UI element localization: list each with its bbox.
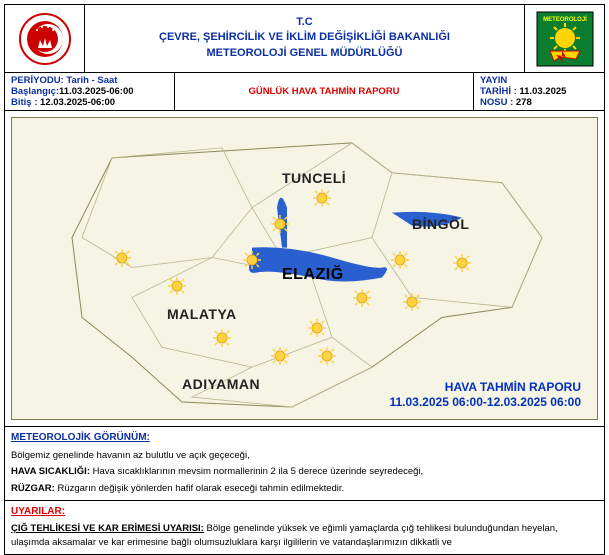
- report-title: GÜNLÜK HAVA TAHMİN RAPORU: [175, 73, 474, 110]
- sun-icon: [390, 250, 410, 270]
- province-label: TUNCELİ: [282, 170, 346, 186]
- province-label: ADIYAMAN: [182, 376, 260, 392]
- sun-icon: [452, 253, 472, 273]
- sun-icon: [352, 288, 372, 308]
- yayin-label: YAYIN: [480, 75, 598, 86]
- header-row: T.C ÇEVRE, ŞEHİRCİLİK VE İKLİM DEĞİŞİKLİ…: [5, 5, 604, 73]
- period-label: PERİYODU: Tarih - Saat: [11, 75, 168, 86]
- yayin-tarih: TARİHİ : 11.03.2025: [480, 86, 598, 97]
- sun-icon: [402, 292, 422, 312]
- logo-left-cell: [5, 5, 85, 72]
- header-line2: ÇEVRE, ŞEHİRCİLİK VE İKLİM DEĞİŞİKLİĞİ B…: [85, 30, 524, 45]
- map-area: TUNCELİ BİNGÖL ELAZIĞ MALATYA ADIYAMAN HAVA …: [5, 111, 604, 427]
- gorunum-title: METEOROLOJİK GÖRÜNÜM:: [11, 431, 598, 446]
- header-line3: METEOROLOJİ GENEL MÜDÜRLÜĞÜ: [85, 46, 524, 61]
- sun-icon: [242, 250, 262, 270]
- sun-icon: [270, 346, 290, 366]
- period-col: PERİYODU: Tarih - Saat Başlangıç:11.03.2…: [5, 73, 175, 110]
- period-end: Bitiş : 12.03.2025-06:00: [11, 97, 168, 108]
- province-label: BİNGÖL: [412, 216, 469, 232]
- sun-icon: [317, 346, 337, 366]
- sun-icon: [167, 276, 187, 296]
- gorunum-body: Bölgemiz genelinde havanın az bulutlu ve…: [11, 449, 598, 463]
- period-start: Başlangıç:11.03.2025-06:00: [11, 86, 168, 97]
- map-inner: TUNCELİ BİNGÖL ELAZIĞ MALATYA ADIYAMAN HAVA …: [11, 117, 598, 420]
- sun-icon: [112, 248, 132, 268]
- map-caption-title: HAVA TAHMİN RAPORU: [389, 380, 581, 396]
- sun-icon: [212, 328, 232, 348]
- meteoroloji-logo-icon: METEOROLOJİ: [536, 11, 594, 67]
- province-label: MALATYA: [167, 306, 237, 322]
- logo-right-cell: METEOROLOJİ: [524, 5, 604, 72]
- sun-icon: [312, 188, 332, 208]
- header-title: T.C ÇEVRE, ŞEHİRCİLİK VE İKLİM DEĞİŞİKLİ…: [85, 5, 524, 72]
- gorunum-section: METEOROLOJİK GÖRÜNÜM: Bölgemiz genelinde…: [5, 427, 604, 501]
- yayin-col: YAYIN TARİHİ : 11.03.2025 NOSU : 278: [474, 73, 604, 110]
- svg-text:METEOROLOJİ: METEOROLOJİ: [543, 16, 587, 23]
- sun-icon: [270, 214, 290, 234]
- header-line1: T.C: [85, 15, 524, 30]
- tc-emblem-icon: [18, 12, 72, 66]
- uyarilar-title: UYARILAR:: [11, 505, 598, 520]
- wind-line: RÜZGAR: Rüzgarın değişik yönlerden hafif…: [11, 482, 598, 496]
- province-label: ELAZIĞ: [282, 266, 344, 284]
- sun-icon: [307, 318, 327, 338]
- yayin-nosu: NOSU : 278: [480, 97, 598, 108]
- info-row: PERİYODU: Tarih - Saat Başlangıç:11.03.2…: [5, 73, 604, 111]
- temp-line: HAVA SICAKLIĞI: Hava sıcaklıklarının mev…: [11, 465, 598, 479]
- map-caption: HAVA TAHMİN RAPORU 11.03.2025 06:00-12.0…: [389, 380, 581, 411]
- report-container: T.C ÇEVRE, ŞEHİRCİLİK VE İKLİM DEĞİŞİKLİ…: [4, 4, 605, 555]
- map-caption-range: 11.03.2025 06:00-12.03.2025 06:00: [389, 395, 581, 411]
